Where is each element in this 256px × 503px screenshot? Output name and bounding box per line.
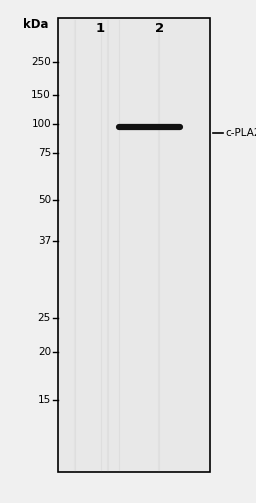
Text: 37: 37: [38, 236, 51, 246]
Text: 20: 20: [38, 347, 51, 357]
Text: 15: 15: [38, 395, 51, 405]
Text: 150: 150: [31, 90, 51, 100]
Text: 75: 75: [38, 148, 51, 158]
Text: 25: 25: [38, 313, 51, 323]
Text: 250: 250: [31, 57, 51, 67]
Text: kDa: kDa: [23, 18, 48, 31]
Text: 50: 50: [38, 195, 51, 205]
Text: 2: 2: [155, 22, 164, 35]
Bar: [58, 18, 210, 472]
Text: 1: 1: [96, 22, 105, 35]
Text: c-PLA2: c-PLA2: [225, 128, 256, 138]
Text: 100: 100: [31, 119, 51, 129]
